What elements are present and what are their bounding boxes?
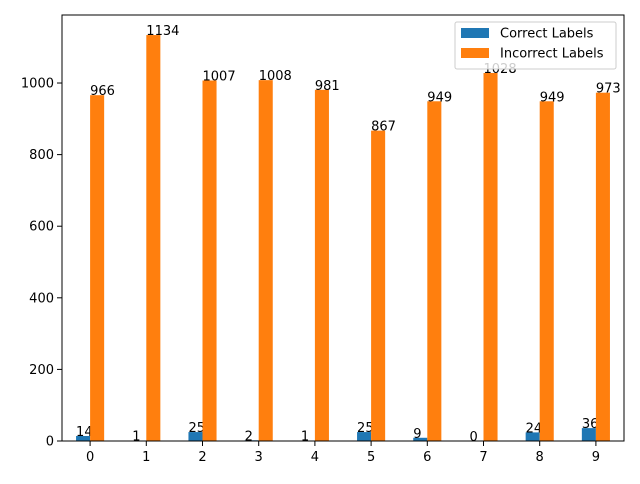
x-tick-label-9: 9 (592, 450, 600, 465)
bar-incorrect-labels-6 (427, 101, 441, 441)
data-label-incorrect-labels-9: 973 (596, 82, 621, 97)
bar-incorrect-labels-5 (371, 131, 385, 441)
data-label-incorrect-labels-3: 1008 (259, 69, 292, 84)
y-tick-label-800: 800 (29, 148, 54, 163)
data-label-correct-labels-3: 2 (245, 429, 253, 444)
y-tick-label-0: 0 (46, 435, 54, 450)
x-tick-label-3: 3 (255, 450, 263, 465)
bar-incorrect-labels-8 (540, 101, 554, 441)
bar-incorrect-labels-0 (90, 95, 104, 441)
y-tick-label-400: 400 (29, 291, 54, 306)
data-label-incorrect-labels-2: 1007 (203, 70, 236, 85)
bar-incorrect-labels-1 (146, 35, 160, 441)
x-tick-label-0: 0 (86, 450, 94, 465)
x-tick-label-6: 6 (423, 450, 431, 465)
data-label-incorrect-labels-5: 867 (371, 120, 396, 135)
legend-label-incorrect-labels: Incorrect Labels (500, 47, 604, 62)
y-tick-label-600: 600 (29, 220, 54, 235)
y-tick-label-200: 200 (29, 363, 54, 378)
bar-incorrect-labels-7 (484, 73, 498, 441)
data-label-correct-labels-6: 9 (413, 427, 421, 442)
data-label-incorrect-labels-4: 981 (315, 79, 340, 94)
data-label-correct-labels-4: 1 (301, 430, 309, 445)
x-tick-label-2: 2 (198, 450, 206, 465)
data-label-incorrect-labels-1: 1134 (146, 24, 179, 39)
bar-incorrect-labels-3 (259, 80, 273, 441)
bar-incorrect-labels-4 (315, 90, 329, 441)
data-label-correct-labels-1: 1 (132, 430, 140, 445)
bar-incorrect-labels-2 (203, 81, 217, 441)
x-tick-label-5: 5 (367, 450, 375, 465)
data-label-incorrect-labels-6: 949 (427, 90, 452, 105)
legend-swatch-correct-labels (461, 28, 489, 38)
data-label-incorrect-labels-0: 966 (90, 84, 115, 99)
x-tick-label-8: 8 (536, 450, 544, 465)
x-tick-label-4: 4 (311, 450, 319, 465)
x-tick-label-7: 7 (479, 450, 487, 465)
legend-label-correct-labels: Correct Labels (500, 27, 594, 42)
legend: Correct Labels Incorrect Labels (455, 22, 616, 69)
data-label-incorrect-labels-8: 949 (540, 90, 565, 105)
data-label-correct-labels-7: 0 (469, 430, 477, 445)
x-tick-label-1: 1 (142, 450, 150, 465)
bar-incorrect-labels-9 (596, 93, 610, 441)
y-tick-label-1000: 1000 (21, 77, 54, 92)
legend-swatch-incorrect-labels (461, 48, 489, 58)
